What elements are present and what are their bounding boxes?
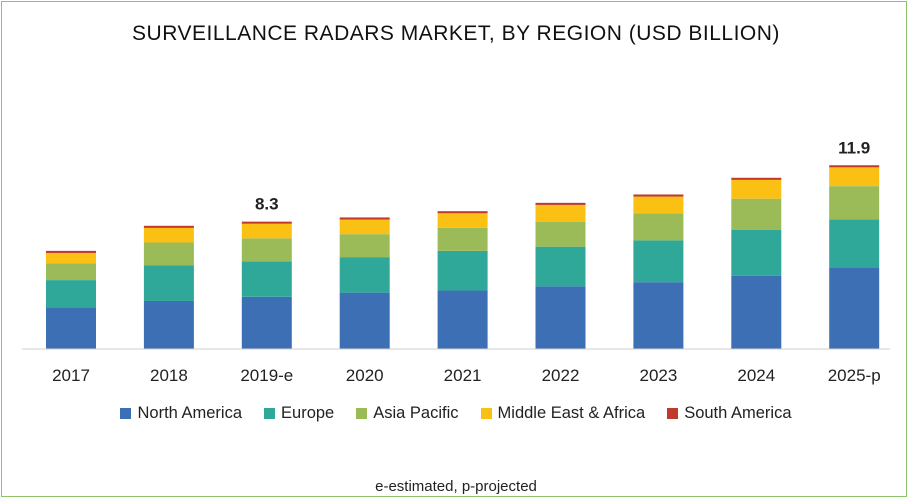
- bar-2017-south-america: [46, 250, 96, 253]
- bar-2022-europe: [535, 246, 586, 287]
- bar-2020-europe: [339, 257, 390, 293]
- bar-2017-europe: [46, 280, 96, 308]
- footnote: e-estimated, p-projected: [375, 478, 537, 495]
- bar-2021-middle-east-africa: [437, 213, 488, 228]
- bar-2025-p-south-america: [829, 165, 880, 168]
- bar-2023-north-america: [633, 282, 684, 349]
- bar-2020-south-america: [339, 217, 390, 220]
- data-labels: 8.3 11.9: [255, 138, 870, 213]
- bar-2022-middle-east-africa: [535, 204, 586, 222]
- x-tick-label: 2021: [444, 366, 482, 385]
- data-label: 11.9: [838, 138, 870, 157]
- legend-swatch: [356, 408, 368, 419]
- bar-2024-europe: [731, 229, 782, 276]
- bar-2020-middle-east-africa: [339, 219, 390, 235]
- bar-2024-middle-east-africa: [731, 179, 782, 199]
- bar-2017-north-america: [46, 307, 96, 349]
- bar-2022-south-america: [535, 202, 586, 205]
- bar-2019-e-north-america: [241, 296, 292, 349]
- bar-2023-middle-east-africa: [633, 196, 684, 214]
- legend-label: South America: [684, 404, 792, 422]
- bar-2020-asia-pacific: [339, 234, 390, 258]
- bar-2024-south-america: [731, 177, 782, 180]
- legend-swatch: [264, 408, 276, 419]
- bar-2021-europe: [437, 250, 488, 291]
- x-tick-label: 2020: [346, 366, 384, 385]
- bar-2018-asia-pacific: [143, 242, 194, 266]
- bar-2023-south-america: [633, 194, 684, 197]
- legend-item: South America: [667, 404, 792, 423]
- bar-2022-asia-pacific: [535, 221, 586, 247]
- bar-2025-p-asia-pacific: [829, 186, 880, 220]
- bar-2019-e-middle-east-africa: [241, 223, 292, 239]
- bar-2025-p-north-america: [829, 267, 880, 349]
- x-tick-label: 2025-p: [828, 366, 881, 385]
- legend-swatch: [667, 408, 679, 419]
- bar-2017-asia-pacific: [46, 263, 96, 281]
- bar-2022-north-america: [535, 286, 586, 349]
- legend-swatch: [120, 408, 132, 419]
- legend-label: Middle East & Africa: [497, 404, 646, 422]
- bar-2020-north-america: [339, 292, 390, 349]
- bar-2018-south-america: [143, 225, 194, 228]
- bar-2018-europe: [143, 265, 194, 301]
- x-tick-label: 2019-e: [240, 366, 293, 385]
- bar-2025-p-europe: [829, 219, 880, 268]
- bar-2019-e-asia-pacific: [241, 238, 292, 262]
- x-tick-label: 2017: [52, 366, 90, 385]
- chart-plot: 2017 2018 2019-e 2020 2021 2022 2023 2024 2025-p…: [22, 138, 890, 385]
- data-label: 8.3: [255, 195, 279, 214]
- legend-label: Asia Pacific: [373, 404, 459, 422]
- bar-stacks: [46, 165, 880, 349]
- bar-2017-middle-east-africa: [46, 252, 96, 264]
- x-tick-labels: 2017 2018 2019-e 2020 2021 2022 2023 2024 2025-p: [52, 366, 881, 385]
- bar-2025-p-middle-east-africa: [829, 167, 880, 187]
- bar-2019-e-south-america: [241, 221, 292, 224]
- bar-2021-asia-pacific: [437, 227, 488, 251]
- legend-item: Europe: [264, 404, 334, 423]
- legend-item: Middle East & Africa: [480, 404, 646, 423]
- legend-item: North America: [120, 404, 242, 423]
- legend-label: Europe: [281, 404, 335, 422]
- bar-2023-europe: [633, 240, 684, 283]
- legend-swatch: [480, 408, 492, 419]
- legend-item: Asia Pacific: [356, 404, 459, 423]
- bar-2024-asia-pacific: [731, 198, 782, 230]
- bar-2018-middle-east-africa: [143, 227, 194, 243]
- bar-2024-north-america: [731, 275, 782, 349]
- bar-2018-north-america: [143, 300, 194, 349]
- x-tick-label: 2024: [737, 366, 775, 385]
- x-tick-label: 2018: [150, 366, 188, 385]
- bar-2021-north-america: [437, 290, 488, 349]
- x-tick-label: 2023: [639, 366, 677, 385]
- legend-label: North America: [137, 404, 243, 422]
- chart-title: SURVEILLANCE RADARS MARKET, BY REGION (U…: [132, 22, 780, 45]
- legend: North America Europe Asia Pacific Middle Ea…: [0, 404, 912, 423]
- bar-2021-south-america: [437, 211, 488, 214]
- bar-2019-e-europe: [241, 261, 292, 297]
- bar-2023-asia-pacific: [633, 213, 684, 241]
- x-tick-label: 2022: [542, 366, 580, 385]
